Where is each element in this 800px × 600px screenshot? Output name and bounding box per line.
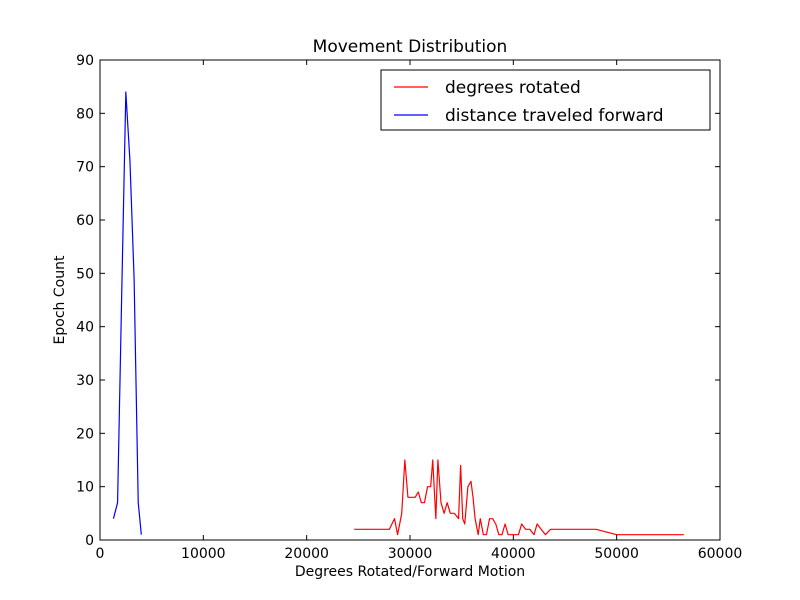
x-tick-label: 10000: [181, 546, 226, 562]
y-tick-label: 90: [76, 53, 94, 69]
x-tick-label: 20000: [284, 546, 329, 562]
y-tick-label: 0: [85, 533, 94, 549]
chart-title: Movement Distribution: [313, 37, 508, 57]
series-line-distance-traveled-forward: [112, 91, 142, 535]
y-tick-label: 30: [76, 373, 94, 389]
x-tick-label: 0: [96, 546, 105, 562]
y-tick-label: 80: [76, 106, 94, 122]
y-axis-ticks: 0 10 20 30 40 50 60 70 80 90: [76, 53, 720, 549]
x-tick-label: 30000: [388, 546, 433, 562]
x-tick-label: 60000: [698, 546, 743, 562]
x-tick-label: 50000: [594, 546, 639, 562]
legend-label-distance-traveled-forward: distance traveled forward: [445, 106, 664, 126]
y-tick-label: 20: [76, 426, 94, 442]
x-tick-label: 40000: [491, 546, 536, 562]
x-axis-label: Degrees Rotated/Forward Motion: [295, 564, 525, 580]
legend-label-degrees-rotated: degrees rotated: [445, 78, 581, 98]
legend-box: [380, 69, 711, 131]
plot-area: [100, 60, 720, 540]
y-tick-label: 40: [76, 320, 94, 336]
y-tick-label: 70: [76, 160, 94, 176]
y-tick-label: 50: [76, 266, 94, 282]
y-tick-label: 10: [76, 480, 94, 496]
legend: degrees rotated distance traveled forwar…: [380, 69, 711, 131]
y-tick-label: 60: [76, 213, 94, 229]
series-layer: [112, 91, 684, 536]
series-line-degrees-rotated: [354, 459, 684, 536]
x-axis-ticks: 0 10000 20000 30000 40000 50000 60000: [96, 60, 743, 562]
y-axis-label: Epoch Count: [52, 255, 68, 344]
